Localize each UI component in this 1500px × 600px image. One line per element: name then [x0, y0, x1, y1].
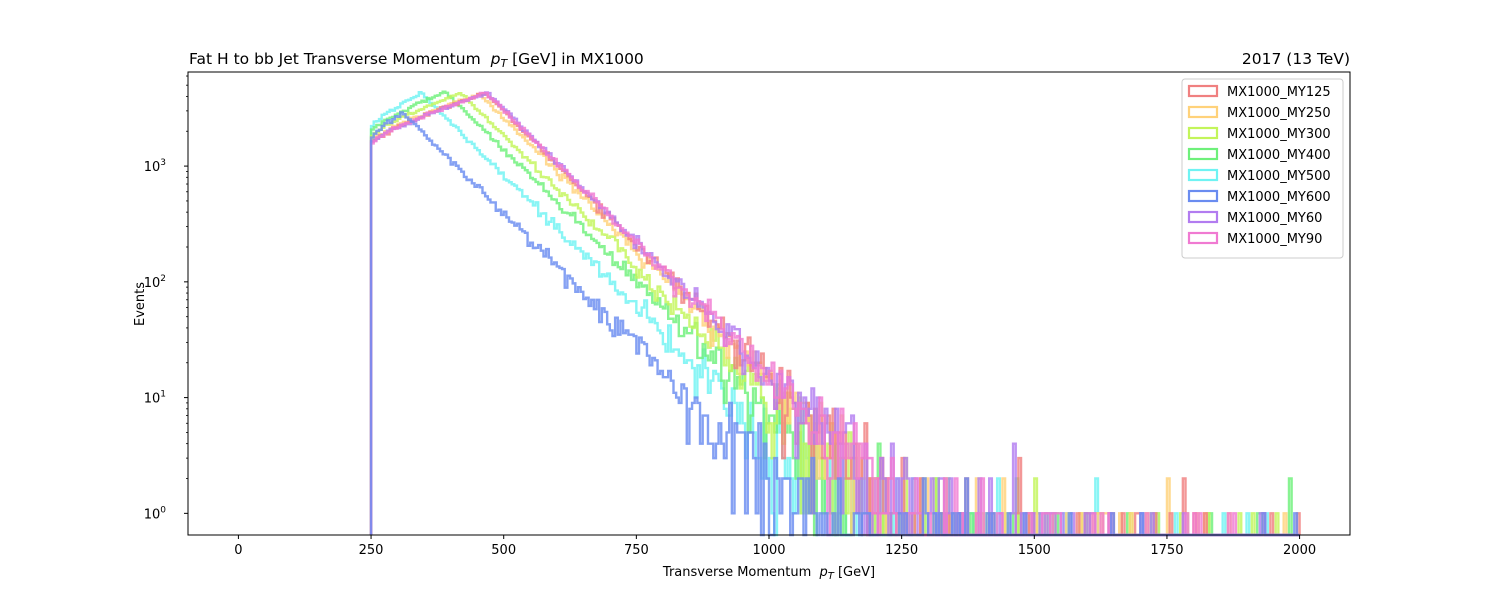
series-line-MX1000_MY90 — [369, 91, 1300, 537]
x-axis-label-suffix: [GeV] — [834, 565, 875, 580]
legend-label: MX1000_MY60 — [1227, 211, 1322, 226]
legend-label: MX1000_MY400 — [1227, 148, 1331, 163]
chart-title-suffix: [GeV] in MX1000 — [507, 50, 644, 68]
y-tick-label: 103 — [144, 158, 166, 175]
legend-label: MX1000_MY125 — [1227, 85, 1331, 100]
chart-right-title: 2017 (13 TeV) — [1242, 50, 1350, 68]
legend-swatch-MX1000_MY500 — [1187, 168, 1219, 182]
x-axis-label-math: p — [818, 565, 827, 580]
x-tick-label: 1000 — [752, 543, 785, 558]
x-axis-label-sub: T — [828, 571, 835, 582]
y-tick-base: 10 — [144, 392, 161, 407]
x-tick-label: 1500 — [1018, 543, 1051, 558]
x-tick-label: 500 — [491, 543, 516, 558]
y-tick-label: 101 — [144, 390, 166, 407]
x-axis-label-main: Transverse Momentum — [662, 565, 811, 580]
y-tick-exponent: 2 — [160, 274, 166, 284]
x-tick-label: 2000 — [1283, 543, 1316, 558]
legend-swatch-MX1000_MY125 — [1187, 84, 1219, 98]
y-tick-base: 10 — [144, 507, 161, 522]
series-line-MX1000_MY125 — [369, 91, 1301, 537]
legend-label: MX1000_MY500 — [1227, 169, 1331, 184]
legend-swatch-MX1000_MY90 — [1187, 231, 1219, 245]
chart-title-math: p — [490, 50, 501, 68]
legend-label: MX1000_MY250 — [1227, 106, 1331, 121]
x-axis-label: Transverse Momentum pT [GeV] — [662, 565, 875, 582]
chart-title: Fat H to bb Jet Transverse Momentum pT [… — [189, 50, 644, 70]
legend-swatch-MX1000_MY600 — [1187, 189, 1219, 203]
legend-swatch-MX1000_MY300 — [1187, 126, 1219, 140]
y-tick-exponent: 1 — [160, 390, 166, 400]
legend: MX1000_MY125 MX1000_MY250 MX1000_MY300 MX10… — [1181, 78, 1344, 259]
chart-title-main: Fat H to bb Jet Transverse Momentum — [189, 50, 481, 68]
legend-box — [1181, 78, 1344, 259]
x-axis-ticks: 0 250 500 750 1000 1250 1500 1750 2000 — [234, 535, 1316, 558]
legend-swatch-MX1000_MY60 — [1187, 210, 1219, 224]
chart-title-sub: T — [500, 57, 508, 70]
y-tick-label: 100 — [144, 505, 167, 522]
legend-label: MX1000_MY90 — [1227, 232, 1322, 247]
x-tick-label: 750 — [624, 543, 649, 558]
legend-label: MX1000_MY600 — [1227, 190, 1331, 205]
legend-swatch-MX1000_MY250 — [1187, 105, 1219, 119]
x-tick-label: 1750 — [1150, 543, 1183, 558]
series-layer — [369, 90, 1301, 537]
x-tick-label: 250 — [359, 543, 384, 558]
legend-swatch-MX1000_MY400 — [1187, 147, 1219, 161]
y-tick-base: 10 — [144, 160, 161, 175]
y-tick-base: 10 — [144, 276, 161, 291]
x-tick-label: 0 — [234, 543, 242, 558]
y-tick-exponent: 0 — [160, 505, 166, 515]
y-tick-label: 102 — [144, 274, 166, 291]
x-tick-label: 1250 — [885, 543, 918, 558]
y-tick-exponent: 3 — [160, 158, 166, 168]
legend-label: MX1000_MY300 — [1227, 127, 1331, 142]
y-axis-label: Events — [133, 282, 148, 326]
